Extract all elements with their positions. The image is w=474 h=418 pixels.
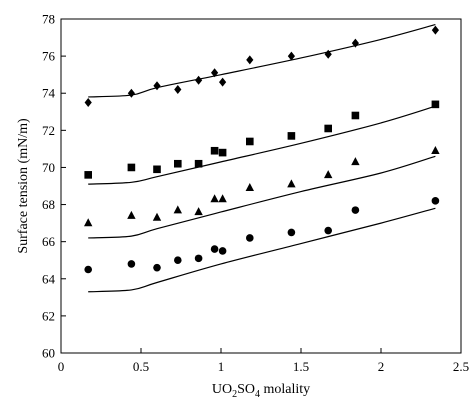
- y-tick-label: 66: [42, 234, 56, 249]
- data-point-circle: [324, 226, 333, 235]
- y-axis-title: Surface tension (mN/m): [16, 118, 31, 254]
- data-point-square: [153, 165, 161, 174]
- data-point-circle: [218, 247, 227, 255]
- model-curve-line: [88, 207, 436, 293]
- data-point-square: [210, 146, 219, 155]
- x-axis-title-subscript: 4: [255, 389, 260, 400]
- data-point-square: [351, 111, 360, 120]
- model-curve-line: [88, 105, 436, 185]
- x-axis-title: UO2SO4 molality: [212, 382, 310, 400]
- data-point-diamond: [219, 77, 227, 87]
- data-point-diamond: [246, 55, 254, 65]
- data-point-diamond: [211, 68, 219, 78]
- data-point-triangle: [245, 183, 254, 192]
- data-point-triangle: [431, 145, 440, 154]
- y-tick-label: 60: [42, 346, 55, 361]
- data-point-square: [84, 171, 92, 179]
- data-points: [84, 25, 440, 274]
- data-point-triangle: [152, 212, 162, 221]
- x-tick-label: 0.5: [133, 359, 149, 374]
- x-tick-label: 1: [218, 359, 225, 374]
- data-point-circle: [210, 245, 219, 253]
- y-tick-label: 68: [42, 197, 55, 212]
- data-point-circle: [174, 256, 182, 265]
- data-point-diamond: [174, 85, 182, 95]
- x-axis-title-part: UO: [212, 382, 232, 397]
- y-tick-label: 78: [42, 12, 55, 27]
- data-point-triangle: [218, 194, 227, 203]
- data-point-circle: [84, 265, 92, 274]
- data-point-triangle: [210, 194, 219, 203]
- x-tick-label: 2: [378, 359, 385, 374]
- data-point-circle: [246, 234, 254, 242]
- data-point-square: [218, 148, 227, 157]
- data-point-square: [174, 159, 182, 168]
- data-point-triangle: [351, 157, 360, 166]
- data-point-square: [287, 132, 296, 140]
- y-tick-label: 72: [42, 123, 55, 138]
- data-point-circle: [351, 206, 360, 214]
- data-point-diamond: [431, 25, 439, 35]
- y-tick-label: 74: [42, 86, 56, 101]
- data-point-triangle: [173, 205, 182, 214]
- data-point-square: [127, 163, 136, 172]
- y-tick-label: 76: [42, 49, 56, 64]
- y-tick-label: 64: [42, 271, 56, 286]
- x-tick-label: 2.5: [453, 359, 469, 374]
- model-curves: [88, 23, 436, 293]
- y-tick-label: 62: [42, 308, 55, 323]
- data-point-triangle: [287, 179, 296, 188]
- x-tick-label: 1.5: [293, 359, 309, 374]
- data-point-circle: [287, 228, 296, 237]
- data-point-diamond: [195, 75, 203, 85]
- data-point-circle: [127, 260, 136, 268]
- model-curve-line: [88, 155, 436, 239]
- data-point-circle: [431, 197, 440, 205]
- y-tick-label: 70: [42, 160, 55, 175]
- data-point-triangle: [127, 210, 136, 219]
- plot-area-frame: [60, 18, 462, 354]
- x-axis-title-part: SO: [237, 382, 255, 397]
- axis-ticks: 0 0.5 1 1.5 2 2.5 60 62 64 66 68 70 72 74 76 78: [42, 12, 469, 375]
- x-tick-label: 0: [58, 359, 65, 374]
- model-curve-line: [88, 23, 436, 98]
- x-axis-title-subscript: 2: [232, 389, 237, 400]
- data-point-diamond: [84, 98, 92, 107]
- data-point-triangle: [84, 218, 93, 227]
- data-point-square: [194, 159, 203, 168]
- data-point-triangle: [194, 207, 203, 216]
- data-point-square: [324, 124, 332, 133]
- data-point-circle: [153, 263, 161, 272]
- data-point-diamond: [351, 38, 359, 48]
- data-point-diamond: [153, 81, 161, 91]
- data-point-diamond: [127, 88, 135, 98]
- data-point-circle: [194, 254, 203, 263]
- data-point-diamond: [324, 49, 332, 59]
- data-point-diamond: [287, 51, 295, 61]
- data-point-triangle: [324, 170, 333, 179]
- data-point-square: [431, 100, 440, 109]
- x-axis-title-part: molality: [260, 382, 310, 397]
- data-point-square: [246, 137, 254, 146]
